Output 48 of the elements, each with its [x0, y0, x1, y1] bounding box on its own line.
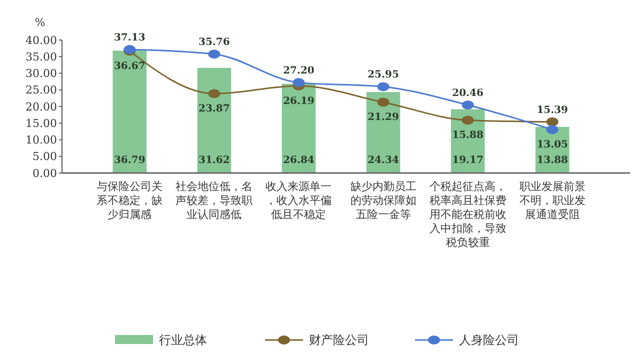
data-label: 13.88 [536, 155, 568, 166]
data-label: 19.17 [452, 155, 484, 166]
y-axis-title: % [34, 16, 46, 29]
x-tick-label: 职业发展前景不明，职业发展通道受阻 [519, 180, 586, 221]
data-label: 23.87 [198, 104, 230, 115]
y-tick-label: 10.00 [26, 134, 57, 147]
x-tick-label: 与保险公司关系不稳定，缺少归属感 [96, 180, 163, 221]
point [208, 50, 220, 59]
point [377, 82, 390, 92]
y-tick-label: 20.00 [26, 100, 57, 114]
y-tick-label: 40.00 [26, 34, 57, 47]
legend-label: 人身险公司 [459, 333, 519, 348]
data-label: 26.19 [283, 96, 314, 107]
y-tick-label: 30.00 [26, 67, 57, 80]
y-tick-label: 25.00 [26, 84, 57, 97]
bar [197, 68, 232, 173]
point [546, 125, 558, 134]
point [208, 89, 220, 98]
data-label: 24.34 [368, 155, 399, 166]
point [546, 117, 558, 126]
data-label: 20.46 [452, 88, 484, 99]
y-tick-label: 15.00 [26, 116, 57, 130]
y-tick-label: 0.00 [32, 166, 57, 180]
point [292, 78, 305, 88]
data-label: 31.62 [198, 155, 230, 166]
x-tick-label: 社会地位低，名声较差，导致职业认同感低 [176, 180, 253, 221]
bar [112, 50, 147, 173]
y-tick-label: 5.00 [32, 150, 57, 164]
data-label: 35.76 [198, 37, 230, 48]
data-label: 25.95 [368, 70, 399, 81]
point [377, 98, 390, 107]
data-label: 36.67 [114, 61, 146, 72]
data-label: 13.05 [536, 140, 568, 151]
data-label: 36.79 [114, 155, 146, 166]
x-tick-label: 个税起征点高，税率高且社保费用不能在税前收入中扣除，导致税负较重 [429, 180, 506, 249]
point [462, 100, 474, 110]
data-label: 26.84 [283, 155, 314, 166]
point [462, 116, 474, 125]
x-tick-label: 收入来源单一，收入水平偏低且不稳定 [266, 180, 332, 221]
legend-label: 财产险公司 [309, 333, 369, 348]
x-tick-label: 缺少内勤员工的劳动保障如五险一金等 [350, 180, 416, 221]
legend-label: 行业总体 [159, 333, 207, 348]
data-label: 21.29 [368, 112, 399, 124]
y-tick-label: 35.00 [26, 50, 57, 64]
data-label: 15.39 [536, 104, 568, 116]
data-label: 27.20 [283, 66, 314, 77]
data-label: 37.13 [114, 32, 146, 44]
data-label: 15.88 [452, 130, 484, 142]
